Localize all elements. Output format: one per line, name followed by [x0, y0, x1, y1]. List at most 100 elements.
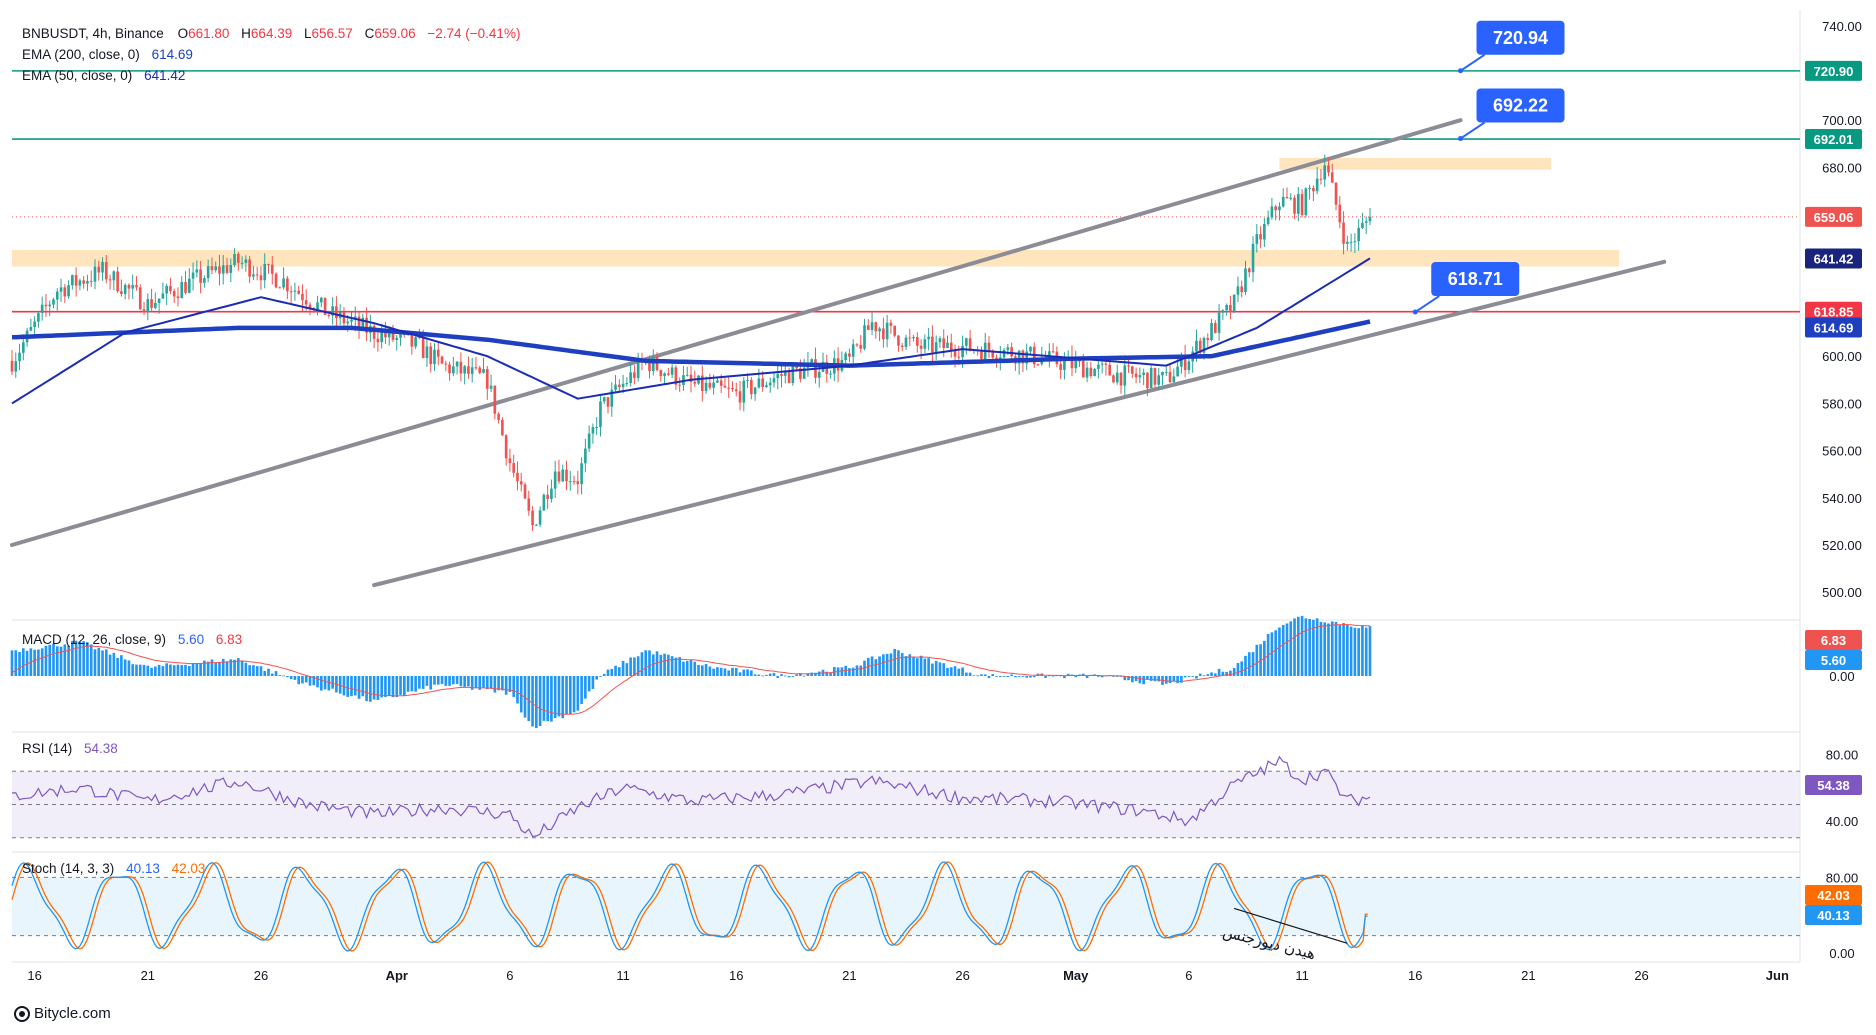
macd-histogram-bar — [440, 676, 444, 684]
macd-histogram-bar — [338, 676, 342, 694]
macd-histogram-bar — [402, 676, 406, 696]
candle-body — [670, 367, 674, 375]
candle-body — [1119, 372, 1123, 386]
macd-histogram-bar — [780, 674, 783, 676]
macd-histogram-bar — [1172, 676, 1176, 682]
candle-body — [565, 469, 568, 482]
candle-body — [927, 336, 930, 340]
candle-body — [787, 371, 791, 384]
candle-body — [1123, 365, 1127, 386]
macd-histogram-bar — [493, 676, 497, 693]
macd-histogram-bar — [1176, 676, 1179, 684]
candle-body — [240, 262, 244, 264]
macd-histogram-bar — [180, 665, 184, 676]
candle-body — [1036, 364, 1040, 366]
candle-body — [433, 349, 436, 365]
candle-body — [1225, 304, 1228, 311]
change-value: −2.74 (−0.41%) — [427, 26, 520, 41]
candle-body — [734, 389, 738, 392]
ema50-legend: EMA (50, close, 0) 641.42 — [22, 68, 185, 83]
macd-histogram-bar — [206, 661, 210, 676]
macd-histogram-bar — [1315, 618, 1319, 676]
macd-value: 5.60 — [178, 632, 204, 647]
candle-body — [602, 397, 606, 402]
macd-histogram-bar — [478, 676, 482, 690]
candle-body — [731, 388, 734, 390]
macd-histogram-bar — [1244, 655, 1247, 676]
ema200-value: 614.69 — [152, 47, 193, 62]
macd-histogram-bar — [636, 656, 640, 676]
macd-histogram-bar — [535, 676, 538, 729]
candle-body — [621, 383, 625, 388]
macd-histogram-bar — [429, 676, 433, 690]
bitycle-logo-icon — [14, 1005, 30, 1022]
candle-body — [37, 313, 40, 322]
candle-body — [1232, 294, 1236, 312]
macd-histogram-bar — [870, 656, 874, 676]
open-label: O — [178, 26, 189, 41]
price-tick-label: 520.00 — [1822, 538, 1862, 553]
candle-body — [516, 472, 519, 482]
candle-body — [414, 337, 417, 347]
macd-histogram-bar — [734, 667, 738, 676]
candle-body — [350, 319, 353, 322]
ema200-legend: EMA (200, close, 0) 614.69 — [22, 47, 193, 62]
macd-histogram-bar — [700, 665, 704, 676]
macd-histogram-bar — [882, 654, 885, 676]
candle-body — [1342, 222, 1345, 244]
macd-histogram-bar — [761, 675, 764, 677]
macd-histogram-bar — [1097, 676, 1100, 677]
macd-histogram-bar — [165, 663, 168, 676]
macd-histogram-bar — [1225, 671, 1228, 676]
macd-histogram-bar — [184, 664, 187, 676]
candle-body — [1293, 197, 1296, 214]
candle-body — [331, 306, 334, 316]
macd-histogram-bar — [289, 676, 293, 680]
macd-histogram-bar — [270, 673, 274, 676]
candle-body — [425, 346, 429, 359]
macd-histogram-bar — [225, 661, 229, 676]
candle-body — [542, 494, 546, 511]
macd-histogram-bar — [1146, 676, 1149, 680]
macd-histogram-bar — [387, 676, 391, 696]
candle-body — [1108, 364, 1112, 376]
macd-histogram-bar — [1119, 676, 1123, 677]
candle-body — [169, 285, 172, 292]
candle-body — [1255, 234, 1259, 244]
candle-body — [757, 378, 761, 388]
macd-histogram-bar — [1323, 622, 1327, 676]
macd-histogram-bar — [504, 676, 508, 695]
macd-histogram-bar — [221, 658, 225, 676]
candle-body — [146, 299, 150, 313]
callout-leader — [1459, 121, 1486, 140]
candle-body — [180, 282, 184, 299]
macd-histogram-bar — [248, 665, 251, 676]
candle-body — [1308, 187, 1311, 189]
candle-body — [663, 373, 666, 377]
candle-body — [120, 291, 123, 294]
candle-body — [131, 285, 135, 289]
macd-histogram-bar — [470, 676, 474, 690]
candle-body — [470, 367, 474, 374]
candle-body — [71, 275, 74, 286]
macd-histogram-bar — [776, 676, 780, 678]
macd-histogram-bar — [1195, 676, 1198, 679]
macd-histogram-bar — [135, 664, 138, 676]
candle-body — [776, 374, 780, 379]
candle-body — [18, 352, 21, 362]
macd-histogram-bar — [1142, 676, 1145, 685]
macd-histogram-bar — [591, 676, 595, 689]
macd-histogram-bar — [938, 662, 942, 676]
candle-body — [716, 380, 719, 383]
macd-histogram-bar — [1229, 670, 1232, 676]
macd-histogram-bar — [1183, 676, 1187, 678]
macd-histogram-bar — [802, 675, 806, 677]
candle-body — [391, 329, 395, 340]
watermark: Bitycle.com — [14, 1005, 111, 1022]
macd-histogram-bar — [120, 655, 123, 676]
candle-body — [878, 328, 881, 332]
macd-histogram-bar — [791, 676, 795, 677]
candle-body — [380, 332, 383, 343]
macd-tick-label: 0.00 — [1829, 669, 1854, 684]
